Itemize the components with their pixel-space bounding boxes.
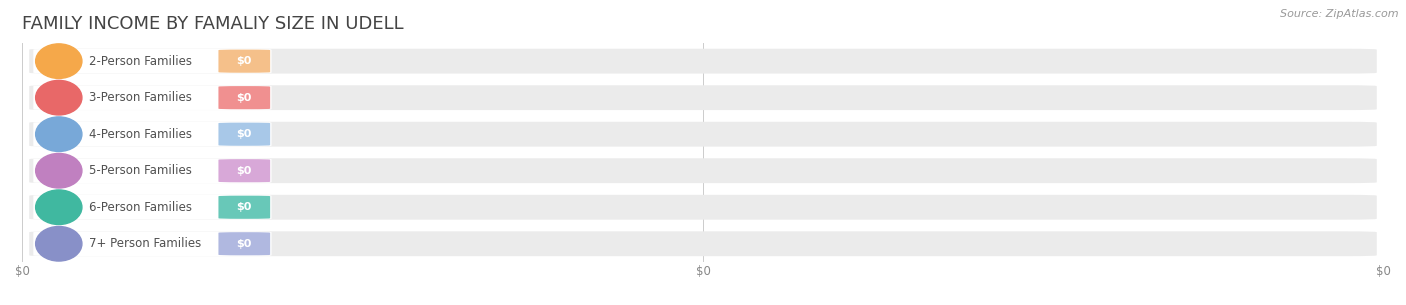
FancyBboxPatch shape — [30, 49, 1376, 74]
Text: $0: $0 — [236, 239, 252, 249]
FancyBboxPatch shape — [218, 159, 270, 182]
FancyBboxPatch shape — [34, 85, 271, 110]
FancyBboxPatch shape — [34, 49, 271, 74]
FancyBboxPatch shape — [34, 231, 271, 256]
Text: FAMILY INCOME BY FAMALIY SIZE IN UDELL: FAMILY INCOME BY FAMALIY SIZE IN UDELL — [22, 15, 404, 33]
FancyBboxPatch shape — [30, 158, 1376, 183]
Ellipse shape — [35, 227, 82, 261]
Ellipse shape — [35, 190, 82, 224]
Text: 6-Person Families: 6-Person Families — [89, 201, 191, 214]
Text: $0: $0 — [236, 166, 252, 176]
Text: 3-Person Families: 3-Person Families — [89, 91, 191, 104]
Ellipse shape — [35, 44, 82, 78]
FancyBboxPatch shape — [30, 195, 1376, 220]
FancyBboxPatch shape — [218, 86, 270, 109]
FancyBboxPatch shape — [218, 196, 270, 219]
FancyBboxPatch shape — [34, 158, 271, 183]
Text: $0: $0 — [236, 129, 252, 139]
Ellipse shape — [35, 153, 82, 188]
FancyBboxPatch shape — [218, 50, 270, 73]
Text: 5-Person Families: 5-Person Families — [89, 164, 191, 177]
Ellipse shape — [35, 117, 82, 152]
FancyBboxPatch shape — [30, 231, 1376, 256]
FancyBboxPatch shape — [218, 123, 270, 146]
Text: 2-Person Families: 2-Person Families — [89, 55, 191, 68]
Text: Source: ZipAtlas.com: Source: ZipAtlas.com — [1281, 9, 1399, 19]
FancyBboxPatch shape — [30, 85, 1376, 110]
FancyBboxPatch shape — [30, 122, 1376, 147]
Text: $0: $0 — [236, 93, 252, 103]
FancyBboxPatch shape — [34, 122, 271, 146]
Text: $0: $0 — [236, 56, 252, 66]
Ellipse shape — [35, 81, 82, 115]
FancyBboxPatch shape — [34, 195, 271, 220]
FancyBboxPatch shape — [218, 232, 270, 255]
Text: 7+ Person Families: 7+ Person Families — [89, 237, 201, 250]
Text: 4-Person Families: 4-Person Families — [89, 128, 191, 141]
Text: $0: $0 — [236, 202, 252, 212]
